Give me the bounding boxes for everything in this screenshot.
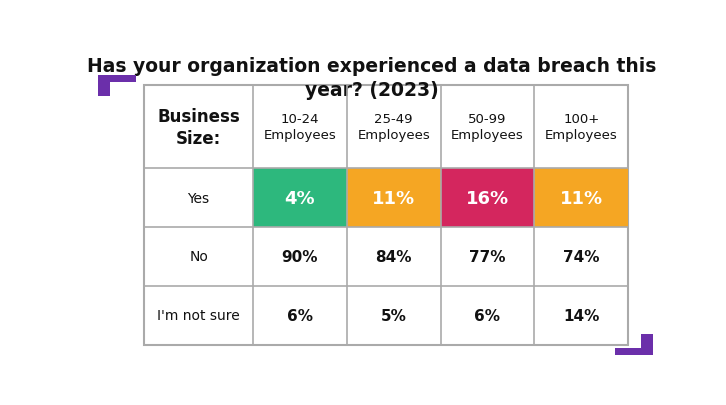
Text: 50-99
Employees: 50-99 Employees: [451, 113, 523, 142]
Text: 6%: 6%: [474, 308, 500, 323]
Text: Yes: Yes: [187, 191, 210, 205]
Bar: [98, 76, 136, 83]
Text: 74%: 74%: [563, 249, 600, 264]
Text: 11%: 11%: [560, 189, 603, 207]
Bar: [98, 76, 110, 97]
Bar: [641, 334, 653, 355]
Text: 5%: 5%: [380, 308, 407, 323]
Text: 90%: 90%: [282, 249, 318, 264]
Text: 100+
Employees: 100+ Employees: [544, 113, 618, 142]
Text: 14%: 14%: [563, 308, 600, 323]
Text: 16%: 16%: [466, 189, 509, 207]
FancyBboxPatch shape: [144, 86, 628, 345]
Text: No: No: [189, 250, 208, 264]
Text: 84%: 84%: [375, 249, 412, 264]
FancyBboxPatch shape: [253, 169, 347, 228]
Text: 4%: 4%: [285, 189, 315, 207]
Text: 25-49
Employees: 25-49 Employees: [357, 113, 430, 142]
FancyBboxPatch shape: [347, 169, 441, 228]
Bar: [615, 348, 653, 355]
Text: Has your organization experienced a data breach this
year? (2023): Has your organization experienced a data…: [87, 56, 657, 100]
Text: 11%: 11%: [372, 189, 415, 207]
FancyBboxPatch shape: [534, 169, 628, 228]
Text: 10-24
Employees: 10-24 Employees: [264, 113, 336, 142]
Text: I'm not sure: I'm not sure: [158, 309, 240, 322]
Text: Business
Size:: Business Size:: [158, 107, 240, 147]
Text: 6%: 6%: [287, 308, 313, 323]
Text: 77%: 77%: [469, 249, 506, 264]
FancyBboxPatch shape: [441, 169, 534, 228]
